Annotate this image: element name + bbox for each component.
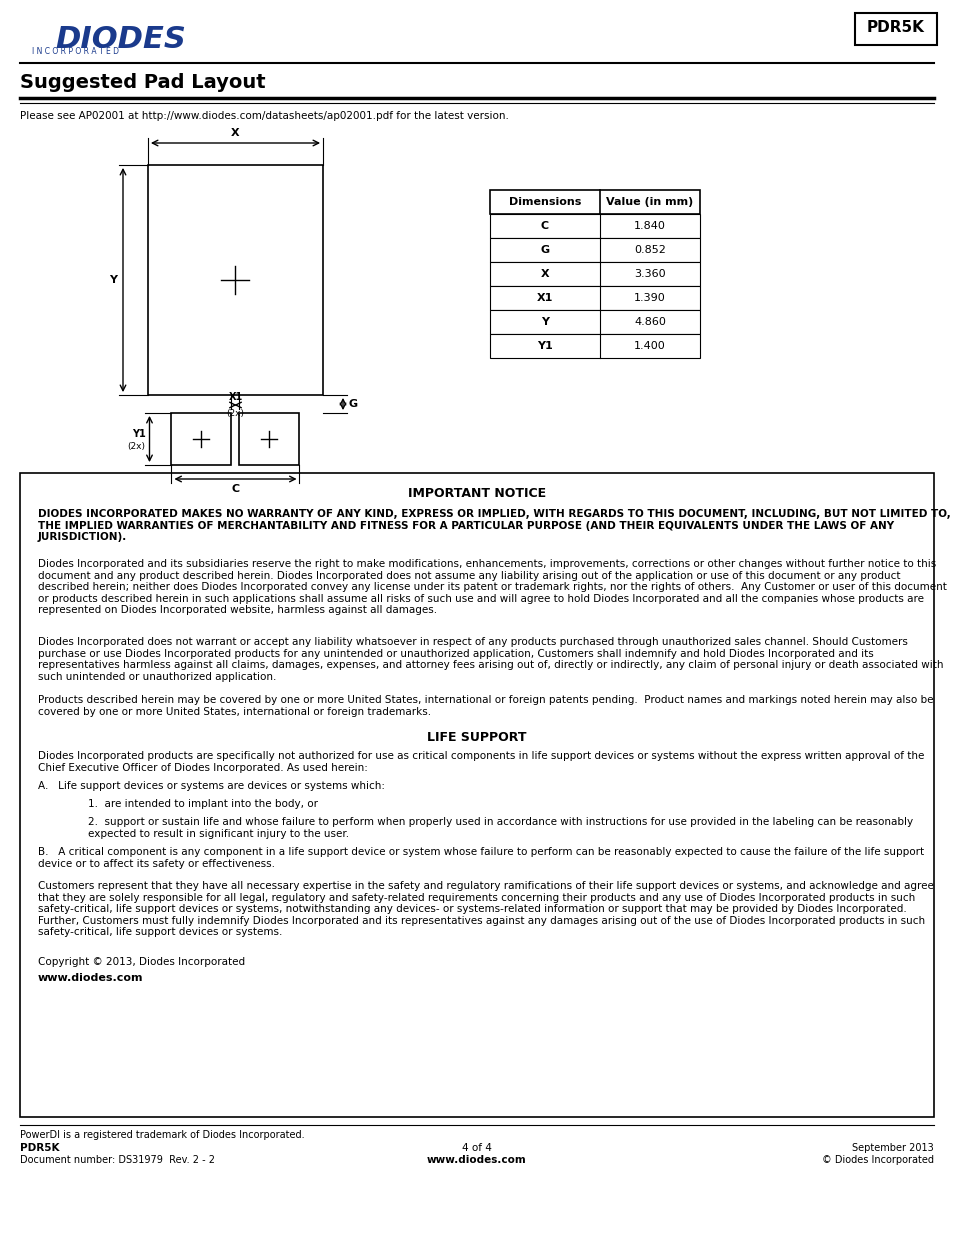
Text: © Diodes Incorporated: © Diodes Incorporated: [821, 1155, 933, 1165]
Text: Y1: Y1: [132, 429, 146, 438]
Text: 2.  support or sustain life and whose failure to perform when properly used in a: 2. support or sustain life and whose fai…: [88, 818, 912, 839]
Bar: [239, 412, 299, 466]
Text: Customers represent that they have all necessary expertise in the safety and reg: Customers represent that they have all n…: [38, 881, 933, 937]
Text: 4 of 4: 4 of 4: [461, 1144, 492, 1153]
Text: DIODES INCORPORATED MAKES NO WARRANTY OF ANY KIND, EXPRESS OR IMPLIED, WITH REGA: DIODES INCORPORATED MAKES NO WARRANTY OF…: [38, 509, 950, 542]
Bar: [490, 287, 700, 310]
Text: PowerDI is a registered trademark of Diodes Incorporated.: PowerDI is a registered trademark of Dio…: [20, 1130, 304, 1140]
Text: September 2013: September 2013: [851, 1144, 933, 1153]
Text: C: C: [540, 221, 549, 231]
Text: Dimensions: Dimensions: [508, 198, 580, 207]
Bar: [490, 238, 700, 262]
Text: IMPORTANT NOTICE: IMPORTANT NOTICE: [408, 487, 545, 500]
Text: (2x): (2x): [226, 409, 244, 417]
Text: Diodes Incorporated does not warrant or accept any liability whatsoever in respe: Diodes Incorporated does not warrant or …: [38, 637, 943, 682]
Text: www.diodes.com: www.diodes.com: [38, 973, 143, 983]
Bar: [490, 262, 700, 287]
Text: G: G: [539, 245, 549, 254]
Text: Suggested Pad Layout: Suggested Pad Layout: [20, 73, 265, 91]
Text: Y: Y: [540, 317, 548, 327]
Text: I N C O R P O R A T E D: I N C O R P O R A T E D: [32, 47, 119, 56]
Text: (2x): (2x): [128, 441, 146, 451]
Bar: [490, 190, 700, 214]
Text: A.   Life support devices or systems are devices or systems which:: A. Life support devices or systems are d…: [38, 781, 385, 790]
Text: Y: Y: [109, 275, 117, 285]
Text: Copyright © 2013, Diodes Incorporated: Copyright © 2013, Diodes Incorporated: [38, 957, 245, 967]
Bar: [490, 333, 700, 358]
Text: DIODES: DIODES: [55, 25, 186, 54]
Text: PDR5K: PDR5K: [20, 1144, 59, 1153]
Text: Products described herein may be covered by one or more United States, internati: Products described herein may be covered…: [38, 695, 933, 716]
Text: B.   A critical component is any component in a life support device or system wh: B. A critical component is any component…: [38, 847, 923, 868]
Text: Diodes Incorporated and its subsidiaries reserve the right to make modifications: Diodes Incorporated and its subsidiaries…: [38, 559, 946, 615]
Bar: [20, 473, 933, 1116]
Text: Document number: DS31979  Rev. 2 - 2: Document number: DS31979 Rev. 2 - 2: [20, 1155, 214, 1165]
Text: 1.390: 1.390: [634, 293, 665, 303]
Text: X: X: [540, 269, 549, 279]
Text: 4.860: 4.860: [634, 317, 665, 327]
Text: X1: X1: [228, 391, 242, 403]
Text: 1.840: 1.840: [634, 221, 665, 231]
Text: 1.  are intended to implant into the body, or: 1. are intended to implant into the body…: [88, 799, 317, 809]
Text: 0.852: 0.852: [634, 245, 665, 254]
Text: Value (in mm): Value (in mm): [606, 198, 693, 207]
Text: www.diodes.com: www.diodes.com: [427, 1155, 526, 1165]
Bar: [490, 214, 700, 238]
Text: X1: X1: [537, 293, 553, 303]
Text: C: C: [232, 484, 239, 494]
Text: LIFE SUPPORT: LIFE SUPPORT: [427, 731, 526, 743]
Text: PDR5K: PDR5K: [866, 21, 924, 36]
Text: Diodes Incorporated products are specifically not authorized for use as critical: Diodes Incorporated products are specifi…: [38, 751, 923, 773]
Text: 3.360: 3.360: [634, 269, 665, 279]
Text: 1.400: 1.400: [634, 341, 665, 351]
Bar: [490, 310, 700, 333]
Text: X: X: [231, 128, 239, 138]
Text: Y1: Y1: [537, 341, 553, 351]
Text: G: G: [349, 399, 357, 409]
Bar: [172, 412, 232, 466]
Bar: [854, 14, 936, 44]
Text: Please see AP02001 at http://www.diodes.com/datasheets/ap02001.pdf for the lates: Please see AP02001 at http://www.diodes.…: [20, 111, 508, 121]
Bar: [148, 165, 323, 395]
